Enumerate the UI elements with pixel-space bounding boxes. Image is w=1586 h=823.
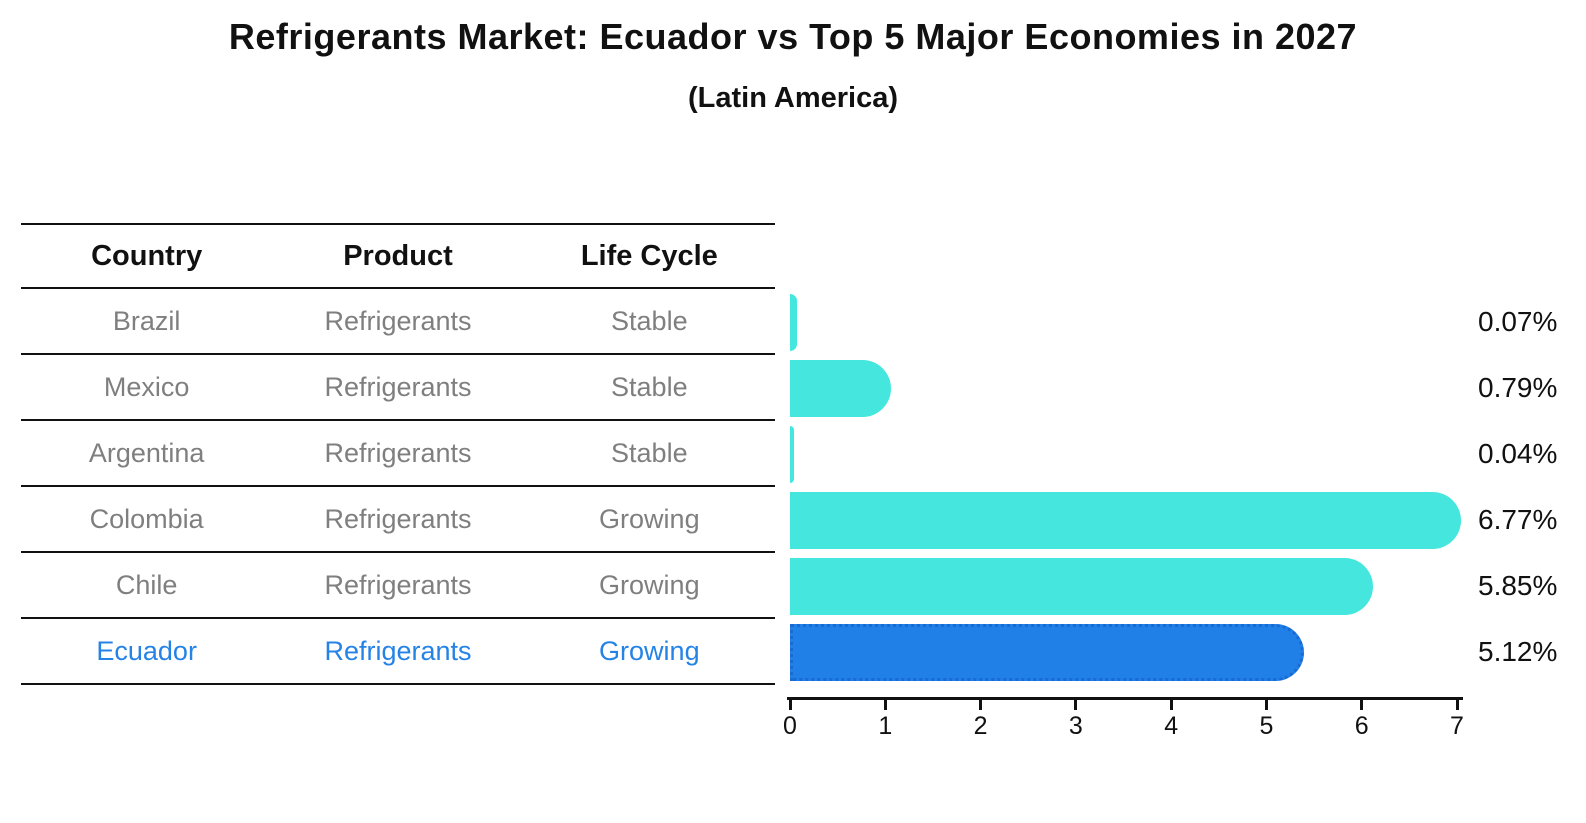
cell-life-cycle: Stable bbox=[611, 305, 688, 336]
table-row-ecuador: Ecuador Refrigerants Growing bbox=[21, 619, 775, 685]
bar-colombia bbox=[790, 491, 1462, 549]
header-country: Country bbox=[91, 239, 203, 272]
cell-product: Refrigerants bbox=[324, 305, 472, 336]
cell-product: Refrigerants bbox=[324, 635, 472, 666]
cell-product: Refrigerants bbox=[324, 569, 472, 600]
cell-product: Refrigerants bbox=[324, 437, 472, 468]
table-body: Brazil Refrigerants Stable Mexico Refrigeran… bbox=[21, 289, 775, 685]
x-tick-label-5: 5 bbox=[1259, 712, 1274, 740]
table-header-row: Country Product Life Cycle bbox=[21, 223, 775, 289]
x-tick-2 bbox=[979, 700, 983, 710]
x-tick-5 bbox=[1264, 700, 1268, 710]
x-tick-6 bbox=[1360, 700, 1364, 710]
table-row-brazil: Brazil Refrigerants Stable bbox=[21, 289, 775, 355]
cell-country: Chile bbox=[115, 569, 178, 600]
cell-country: Ecuador bbox=[96, 635, 197, 666]
x-tick-label-6: 6 bbox=[1354, 712, 1369, 740]
x-tick-label-7: 7 bbox=[1450, 712, 1464, 740]
x-tick-0 bbox=[788, 700, 792, 710]
x-axis-line bbox=[787, 697, 1463, 700]
value-label-colombia: 6.77% bbox=[1478, 504, 1558, 535]
cell-life-cycle: Growing bbox=[599, 635, 700, 666]
cell-life-cycle: Growing bbox=[599, 569, 700, 600]
x-tick-4 bbox=[1169, 700, 1173, 710]
bar-ecuador bbox=[790, 623, 1304, 681]
bar-chile bbox=[790, 557, 1374, 615]
x-tick-1 bbox=[883, 700, 887, 710]
cell-life-cycle: Stable bbox=[611, 371, 688, 402]
comparison-table: Country Product Life Cycle Brazil Refrige… bbox=[21, 223, 775, 685]
bar-argentina bbox=[790, 425, 794, 483]
x-tick-label-2: 2 bbox=[973, 712, 988, 740]
cell-product: Refrigerants bbox=[324, 503, 472, 534]
header-product: Product bbox=[343, 239, 453, 272]
table-row-argentina: Argentina Refrigerants Stable bbox=[21, 421, 775, 487]
header-life-cycle: Life Cycle bbox=[580, 239, 718, 272]
x-tick-label-3: 3 bbox=[1068, 712, 1083, 740]
cell-product: Refrigerants bbox=[324, 371, 472, 402]
bar-mexico bbox=[790, 359, 892, 417]
cell-country: Mexico bbox=[103, 371, 190, 402]
bar-brazil bbox=[790, 293, 797, 351]
cell-life-cycle: Growing bbox=[599, 503, 700, 534]
x-tick-3 bbox=[1074, 700, 1078, 710]
value-label-mexico: 0.79% bbox=[1478, 372, 1558, 403]
x-tick-label-0: 0 bbox=[783, 712, 797, 740]
chart-title: Refrigerants Market: Ecuador vs Top 5 Ma… bbox=[228, 16, 1358, 57]
x-tick-7 bbox=[1455, 700, 1459, 710]
table-row-chile: Chile Refrigerants Growing bbox=[21, 553, 775, 619]
cell-life-cycle: Stable bbox=[611, 437, 688, 468]
value-label-ecuador: 5.12% bbox=[1478, 636, 1558, 667]
value-label-brazil: 0.07% bbox=[1478, 306, 1558, 337]
cell-country: Colombia bbox=[89, 503, 204, 534]
x-tick-label-4: 4 bbox=[1164, 712, 1179, 740]
x-tick-label-1: 1 bbox=[878, 712, 893, 740]
chart-subtitle: (Latin America) bbox=[687, 82, 899, 114]
value-label-argentina: 0.04% bbox=[1478, 438, 1558, 469]
table-row-colombia: Colombia Refrigerants Growing bbox=[21, 487, 775, 553]
cell-country: Brazil bbox=[112, 305, 181, 336]
table-row-mexico: Mexico Refrigerants Stable bbox=[21, 355, 775, 421]
cell-country: Argentina bbox=[88, 437, 205, 468]
value-label-chile: 5.85% bbox=[1478, 570, 1558, 601]
